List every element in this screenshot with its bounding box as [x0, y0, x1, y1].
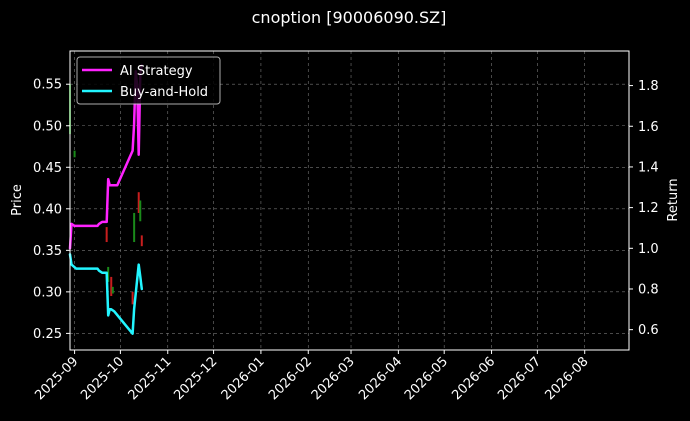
y-axis-label: Price: [10, 184, 25, 216]
candle: [133, 212, 136, 243]
y-tick-label: 0.35: [33, 244, 62, 259]
series-lines: [68, 63, 144, 335]
legend-label-ai-strategy: AI Strategy: [120, 64, 193, 79]
x-axis: 2025-092025-102025-112025-122026-012026-…: [32, 350, 592, 403]
candle: [111, 286, 114, 294]
x-tick-label: 2026-08: [543, 354, 592, 403]
candle: [140, 235, 143, 247]
y-tick-label: 0.50: [33, 119, 62, 134]
x-tick-label: 2025-12: [171, 354, 220, 403]
y-tick-label: 0.55: [33, 78, 62, 93]
chart-title: cnoption [90006090.SZ]: [252, 8, 447, 27]
x-tick-label: 2026-05: [402, 354, 451, 403]
series-line-1: [68, 253, 144, 335]
x-tick-label: 2025-10: [78, 354, 127, 403]
y-right-tick-label: 0.8: [638, 282, 659, 297]
y-tick-label: 0.45: [33, 161, 62, 176]
x-tick-label: 2026-03: [309, 354, 358, 403]
legend-label-buy-and-hold: Buy-and-Hold: [120, 85, 208, 100]
y-tick-label: 0.30: [33, 285, 62, 300]
x-tick-label: 2026-06: [449, 354, 498, 403]
y-right-tick-label: 1.6: [638, 120, 659, 135]
legend-box: [76, 56, 221, 105]
candle: [73, 150, 76, 158]
y-right-tick-label: 1.0: [638, 242, 659, 257]
y-right-tick-label: 1.4: [638, 160, 659, 175]
candle: [110, 276, 113, 297]
y-tick-label: 0.25: [33, 327, 62, 342]
x-tick-label: 2026-01: [219, 354, 268, 403]
x-tick-label: 2025-09: [32, 354, 81, 403]
x-tick-label: 2026-04: [356, 354, 405, 403]
candles: [69, 84, 143, 305]
y-right-tick-label: 1.2: [638, 201, 659, 216]
y-right-tick-label: 0.6: [638, 323, 659, 338]
legend: AI Strategy Buy-and-Hold: [76, 56, 221, 105]
plot-frame: [69, 50, 630, 351]
candle: [137, 192, 140, 213]
candle: [131, 291, 134, 305]
x-tick-label: 2026-02: [266, 354, 315, 403]
candle: [107, 266, 110, 282]
left-axis: 0.25 0.30 0.35 0.40 0.45 0.50 0.55: [33, 78, 70, 342]
y-tick-label: 0.40: [33, 202, 62, 217]
right-axis: 0.6 0.8 1.0 1.2 1.4 1.6 1.8: [629, 79, 659, 338]
x-tick-label: 2025-11: [126, 354, 175, 403]
y-right-tick-label: 1.8: [638, 79, 659, 94]
candle: [105, 227, 108, 243]
candle: [139, 200, 142, 222]
y-axis-right-label: Return: [666, 178, 681, 221]
x-tick-label: 2026-07: [495, 354, 544, 403]
